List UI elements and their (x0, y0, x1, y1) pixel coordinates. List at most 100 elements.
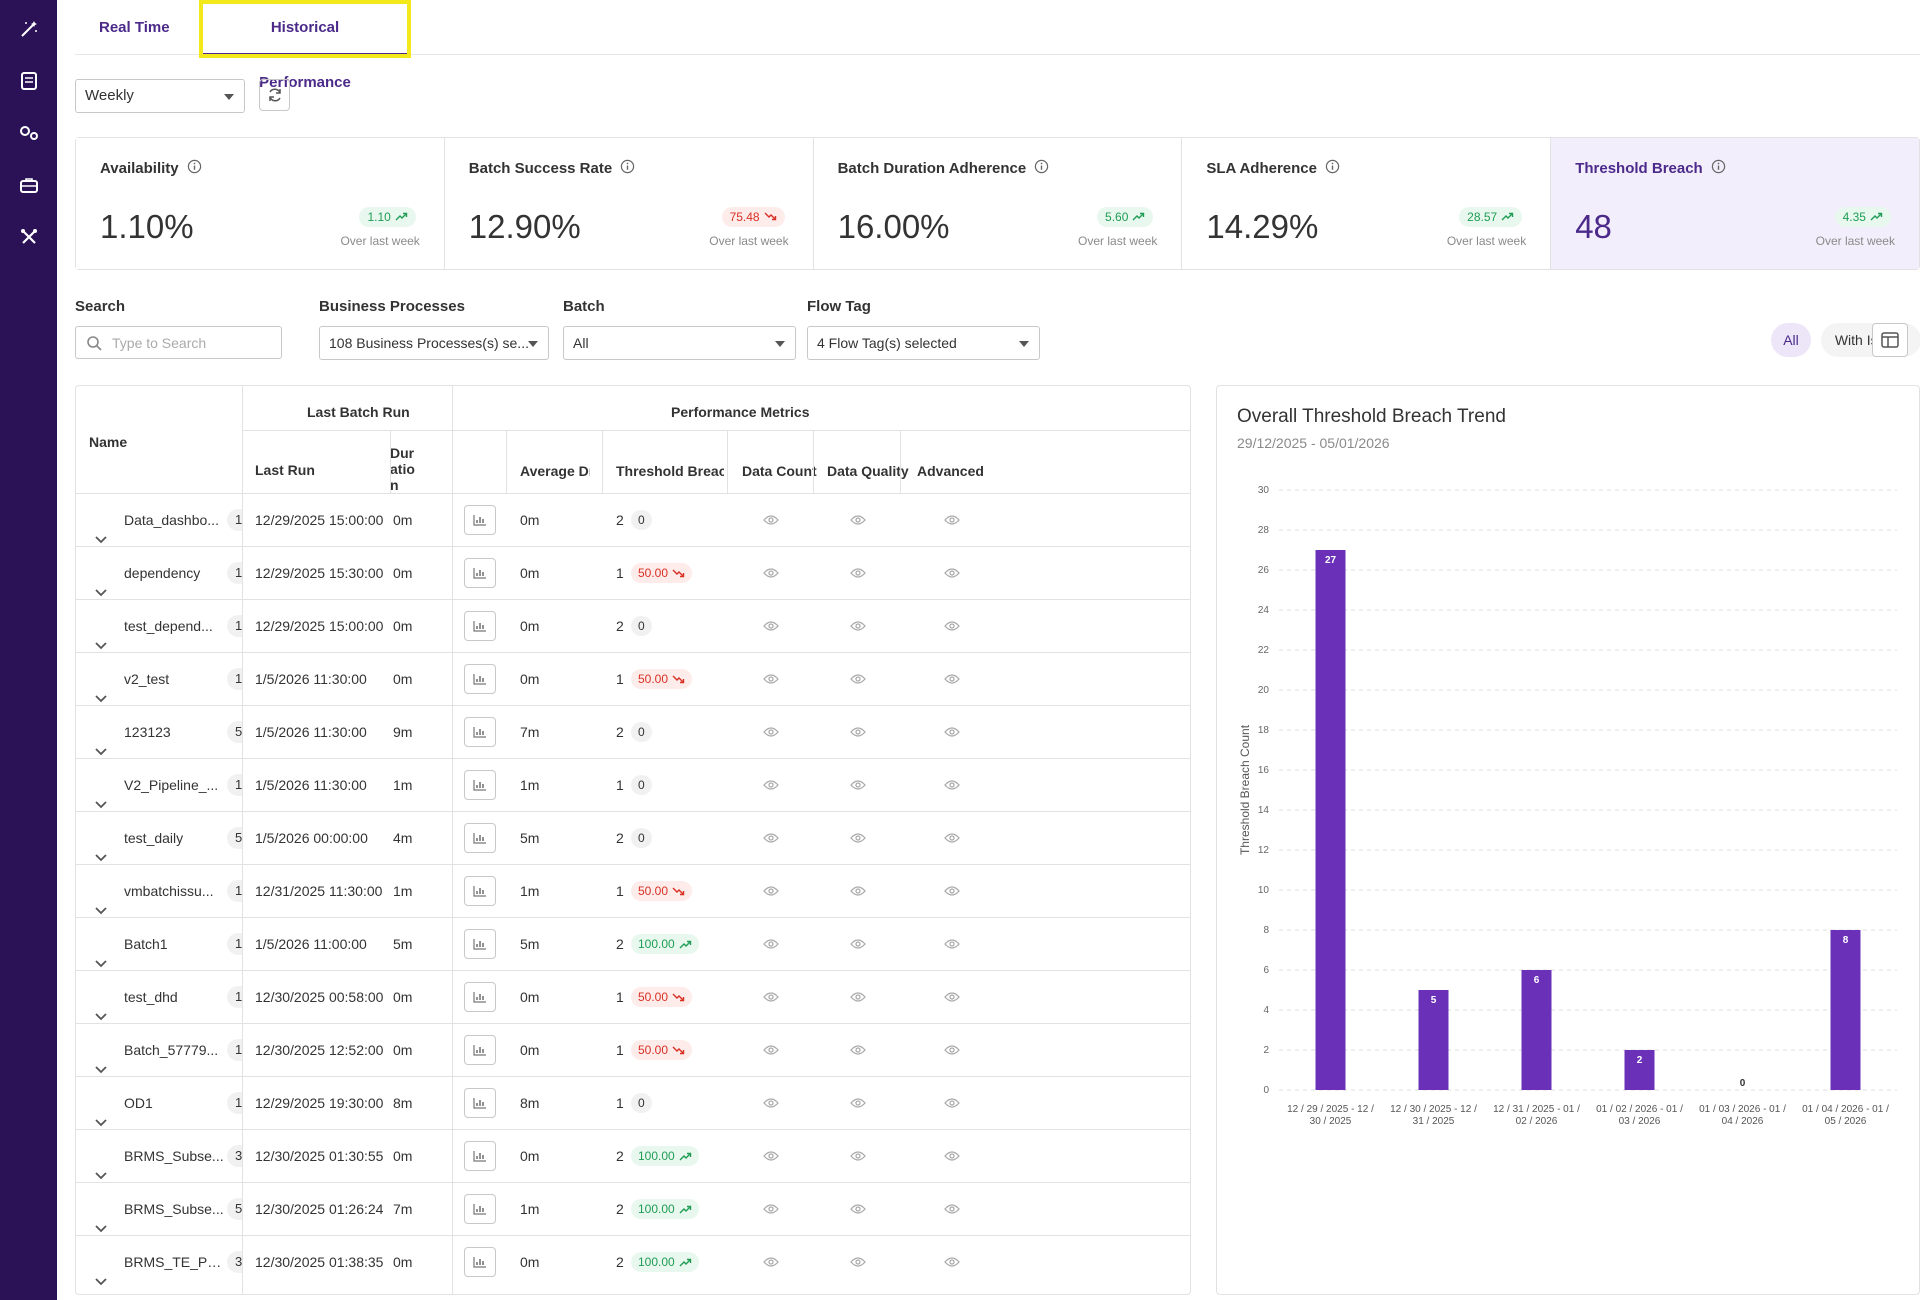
column-layout-button[interactable] (1872, 323, 1908, 357)
data-quality-view-icon[interactable] (850, 1043, 866, 1061)
advanced-dc-view-icon[interactable] (944, 619, 960, 637)
kpi-card[interactable]: Threshold Breach 48 4.35 Over last week (1551, 138, 1919, 269)
view-chart-button[interactable] (464, 1247, 496, 1277)
data-quality-view-icon[interactable] (850, 725, 866, 743)
advanced-dc-view-icon[interactable] (944, 566, 960, 584)
run-count-badge[interactable]: 5 (227, 721, 242, 743)
table-row[interactable]: BRMS_Subse... 3 12/30/2025 01:30:55 0m 0m 2 10… (76, 1129, 1190, 1183)
data-quality-view-icon[interactable] (850, 831, 866, 849)
column-header-advanced-dc[interactable]: Advanced DC (917, 463, 985, 479)
data-quality-view-icon[interactable] (850, 990, 866, 1008)
table-row[interactable]: Batch1 1 1/5/2026 11:00:00 5m 5m 2 100.00 (76, 917, 1190, 970)
advanced-dc-view-icon[interactable] (944, 1043, 960, 1061)
run-count-badge[interactable]: 1 (227, 1039, 242, 1061)
data-quality-view-icon[interactable] (850, 1202, 866, 1220)
advanced-dc-view-icon[interactable] (944, 884, 960, 902)
data-quality-view-icon[interactable] (850, 1149, 866, 1167)
magic-wand-icon[interactable] (17, 16, 41, 42)
column-header-name[interactable]: Name (89, 434, 128, 450)
data-count-view-icon[interactable] (763, 778, 779, 796)
briefcase-icon[interactable] (17, 172, 41, 198)
run-count-badge[interactable]: 1 (227, 986, 242, 1008)
table-row[interactable]: test_depend... 1 12/29/2025 15:00:00 0m 0m 2 0 (76, 599, 1190, 653)
batch-name[interactable]: OD1 (124, 1095, 153, 1111)
view-chart-button[interactable] (464, 876, 496, 906)
column-header-data-count[interactable]: Data Count (742, 463, 817, 479)
table-row[interactable]: test_dhd 1 12/30/2025 00:58:00 0m 0m 1 50.00 (76, 970, 1190, 1023)
data-count-view-icon[interactable] (763, 937, 779, 955)
table-row[interactable]: v2_test 1 1/5/2026 11:30:00 0m 0m 1 50.00 (76, 652, 1190, 705)
view-chart-button[interactable] (464, 558, 496, 588)
data-count-view-icon[interactable] (763, 1043, 779, 1061)
view-chart-button[interactable] (464, 770, 496, 800)
batch-name[interactable]: Data_dashbo... (124, 512, 219, 528)
batch-name[interactable]: 123123 (124, 724, 171, 740)
column-header-average[interactable]: Average Dı (520, 463, 590, 479)
data-quality-view-icon[interactable] (850, 1255, 866, 1273)
gears-icon[interactable] (17, 120, 41, 146)
data-quality-view-icon[interactable] (850, 884, 866, 902)
view-chart-button[interactable] (464, 717, 496, 747)
run-count-badge[interactable]: 3 (227, 1145, 242, 1167)
table-row[interactable]: V2_Pipeline_... 1 1/5/2026 11:30:00 1m 1m 1 0 (76, 758, 1190, 811)
info-icon[interactable] (187, 159, 202, 178)
column-header-threshold-breach[interactable]: Threshold Breac (616, 463, 724, 479)
data-count-view-icon[interactable] (763, 1149, 779, 1167)
chevron-down-icon[interactable] (94, 1097, 108, 1130)
tools-icon[interactable] (17, 224, 41, 250)
run-count-badge[interactable]: 3 (227, 1251, 242, 1273)
info-icon[interactable] (1325, 159, 1340, 178)
chevron-down-icon[interactable] (94, 885, 108, 918)
view-chart-button[interactable] (464, 1035, 496, 1065)
advanced-dc-view-icon[interactable] (944, 1202, 960, 1220)
view-chart-button[interactable] (464, 823, 496, 853)
advanced-dc-view-icon[interactable] (944, 672, 960, 690)
data-quality-view-icon[interactable] (850, 619, 866, 637)
table-row[interactable]: BRMS_Subse... 5 12/30/2025 01:26:24 7m 1m 2 10… (76, 1182, 1190, 1235)
info-icon[interactable] (1034, 159, 1049, 178)
chevron-down-icon[interactable] (94, 567, 108, 600)
chevron-down-icon[interactable] (94, 1044, 108, 1077)
chevron-down-icon[interactable] (94, 620, 108, 653)
column-header-data-quality[interactable]: Data Quality (827, 463, 909, 479)
data-quality-view-icon[interactable] (850, 513, 866, 531)
batch-name[interactable]: v2_test (124, 671, 170, 687)
view-chart-button[interactable] (464, 929, 496, 959)
run-count-badge[interactable]: 1 (227, 880, 242, 902)
advanced-dc-view-icon[interactable] (944, 990, 960, 1008)
advanced-dc-view-icon[interactable] (944, 831, 960, 849)
run-count-badge[interactable]: 1 (227, 668, 242, 690)
chevron-down-icon[interactable] (94, 1256, 108, 1289)
batch-name[interactable]: BRMS_TE_Pu... (124, 1254, 224, 1270)
view-chart-button[interactable] (464, 505, 496, 535)
table-row[interactable]: Data_dashbo... 1 12/29/2025 15:00:00 0m 0m 2 0 (76, 493, 1190, 546)
data-quality-view-icon[interactable] (850, 1096, 866, 1114)
info-icon[interactable] (620, 159, 635, 178)
advanced-dc-view-icon[interactable] (944, 937, 960, 955)
business-processes-select[interactable]: 108 Business Processes(s) se... (319, 326, 549, 360)
advanced-dc-view-icon[interactable] (944, 513, 960, 531)
period-select[interactable]: Weekly (75, 79, 245, 113)
table-row[interactable]: test_daily 5 1/5/2026 00:00:00 4m 5m 2 0 (76, 811, 1190, 865)
batch-select[interactable]: All (563, 326, 796, 360)
chevron-down-icon[interactable] (94, 832, 108, 865)
table-row[interactable]: Batch_57779... 1 12/30/2025 12:52:00 0m 0m 1 5… (76, 1023, 1190, 1077)
run-count-badge[interactable]: 1 (227, 774, 242, 796)
batch-name[interactable]: dependency (124, 565, 201, 581)
data-count-view-icon[interactable] (763, 1096, 779, 1114)
advanced-dc-view-icon[interactable] (944, 1149, 960, 1167)
chevron-down-icon[interactable] (94, 1150, 108, 1183)
batch-name[interactable]: vmbatchissu... (124, 883, 214, 899)
data-count-view-icon[interactable] (763, 566, 779, 584)
view-chart-button[interactable] (464, 611, 496, 641)
table-row[interactable]: OD1 1 12/29/2025 19:30:00 8m 8m 1 0 (76, 1076, 1190, 1130)
data-count-view-icon[interactable] (763, 1255, 779, 1273)
run-count-badge[interactable]: 1 (227, 562, 242, 584)
batch-name[interactable]: test_depend... (124, 618, 213, 634)
data-quality-view-icon[interactable] (850, 778, 866, 796)
data-quality-view-icon[interactable] (850, 672, 866, 690)
batch-name[interactable]: test_dhd (124, 989, 178, 1005)
batch-name[interactable]: BRMS_Subse... (124, 1201, 224, 1217)
view-chart-button[interactable] (464, 982, 496, 1012)
data-count-view-icon[interactable] (763, 619, 779, 637)
